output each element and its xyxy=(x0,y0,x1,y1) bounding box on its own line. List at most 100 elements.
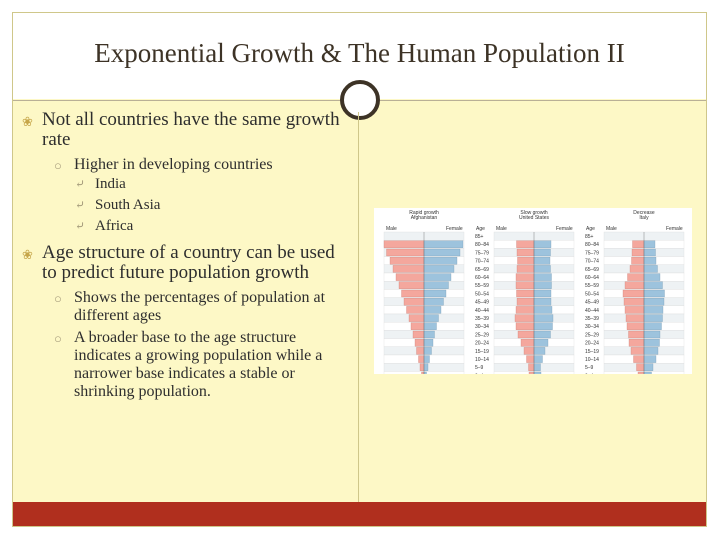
female-bar xyxy=(533,371,542,374)
male-bar xyxy=(520,339,535,347)
male-bar xyxy=(412,330,425,339)
age-group-label: 0–4 xyxy=(475,373,484,374)
male-bar xyxy=(630,347,645,355)
column-divider xyxy=(358,112,359,502)
female-bar xyxy=(533,322,553,330)
title-divider-right xyxy=(380,100,706,101)
male-bar xyxy=(629,265,645,273)
male-bar xyxy=(515,322,535,330)
female-bar xyxy=(643,314,663,322)
panel-subtitle: United States xyxy=(519,215,550,221)
male-bar xyxy=(392,265,425,273)
male-bar xyxy=(517,257,535,265)
male-bar xyxy=(632,240,645,248)
female-bar xyxy=(533,347,546,355)
male-bar xyxy=(628,339,645,347)
male-bar xyxy=(386,248,425,257)
female-label: Female xyxy=(446,226,463,232)
age-group-label: 45–49 xyxy=(475,300,489,306)
female-bar xyxy=(533,363,541,371)
age-group-label: 55–59 xyxy=(475,283,489,289)
female-bar xyxy=(423,298,444,306)
age-group-label: 10–14 xyxy=(585,357,599,363)
male-bar xyxy=(515,273,535,281)
female-bar xyxy=(643,257,657,265)
female-bar xyxy=(643,240,656,248)
male-bar xyxy=(526,355,535,363)
male-bar xyxy=(516,265,535,273)
arrow-bullet-icon: ⤶ xyxy=(75,219,86,233)
female-bar xyxy=(423,273,452,281)
male-bar xyxy=(410,322,425,330)
country-item-africa: ⤶ Africa xyxy=(22,216,350,237)
age-group-label: 30–34 xyxy=(585,324,599,330)
female-bar xyxy=(533,257,551,265)
male-bar xyxy=(528,371,535,374)
female-bar xyxy=(423,339,434,347)
male-bar xyxy=(419,363,425,371)
female-bar xyxy=(533,306,553,314)
male-bar xyxy=(517,330,535,339)
female-bar xyxy=(533,289,552,298)
male-bar xyxy=(623,298,645,306)
age-group-label: 5–9 xyxy=(475,365,484,371)
age-group-label: 75–79 xyxy=(475,250,489,256)
age-group-label: 60–64 xyxy=(585,275,599,281)
female-bar xyxy=(423,371,427,374)
male-bar xyxy=(628,330,645,339)
panel-title: Slow growth xyxy=(520,210,547,216)
panel-subtitle: Italy xyxy=(639,215,649,221)
male-bar xyxy=(636,363,645,371)
sub-bullet-developing: ○ Higher in developing countries xyxy=(54,156,273,173)
female-bar xyxy=(643,322,662,330)
female-bar xyxy=(533,298,552,306)
male-bar xyxy=(626,322,645,330)
female-bar xyxy=(643,289,665,298)
female-bar xyxy=(533,339,549,347)
bullet-icon: ❀ xyxy=(22,247,33,262)
age-group-label: 10–14 xyxy=(475,357,489,363)
female-bar xyxy=(423,306,442,314)
female-bar xyxy=(423,363,429,371)
female-bar xyxy=(533,248,551,257)
slide-title: Exponential Growth & The Human Populatio… xyxy=(94,38,625,68)
male-bar xyxy=(403,298,425,306)
sub-bullet-percentages: ○ Shows the percentages of population at… xyxy=(54,289,326,324)
male-label: Male xyxy=(606,226,617,232)
male-bar xyxy=(622,289,645,298)
female-bar xyxy=(643,355,657,363)
female-bar xyxy=(423,281,449,289)
male-bar xyxy=(624,281,645,289)
female-bar xyxy=(643,330,661,339)
age-group-label: 80–84 xyxy=(585,242,599,248)
age-structure-figure: Rapid growthAfghanistanMaleFemale8642024… xyxy=(374,208,692,374)
female-bar xyxy=(533,314,554,322)
female-bar xyxy=(643,371,652,374)
female-bar xyxy=(423,289,447,298)
male-bar xyxy=(528,363,535,371)
female-bar xyxy=(423,314,439,322)
male-bar xyxy=(625,314,645,322)
bullet-icon: ❀ xyxy=(22,114,33,129)
age-group-label: 70–74 xyxy=(475,259,489,265)
male-bar xyxy=(421,371,425,374)
age-group-label: 20–24 xyxy=(585,341,599,347)
age-header: Age xyxy=(476,226,485,232)
male-bar xyxy=(398,281,425,289)
country-item-india: ⤶ India xyxy=(22,174,350,195)
divider-circle-ornament xyxy=(340,80,380,120)
female-label: Female xyxy=(556,226,573,232)
male-bar xyxy=(383,240,425,248)
bullet-age-structure: ❀ Age structure of a country can be used… xyxy=(22,242,335,283)
age-group-label: 85+ xyxy=(475,234,484,240)
sub-bullet-broader-base: ○ A broader base to the age structure in… xyxy=(54,329,323,400)
age-group-label: 40–44 xyxy=(585,308,599,314)
age-group-label: 0–4 xyxy=(585,373,594,374)
female-bar xyxy=(643,347,659,355)
female-bar xyxy=(423,322,437,330)
male-bar xyxy=(516,298,535,306)
female-bar xyxy=(423,330,435,339)
age-group-label: 30–34 xyxy=(475,324,489,330)
age-group-label: 15–19 xyxy=(585,349,599,355)
female-bar xyxy=(423,240,464,248)
